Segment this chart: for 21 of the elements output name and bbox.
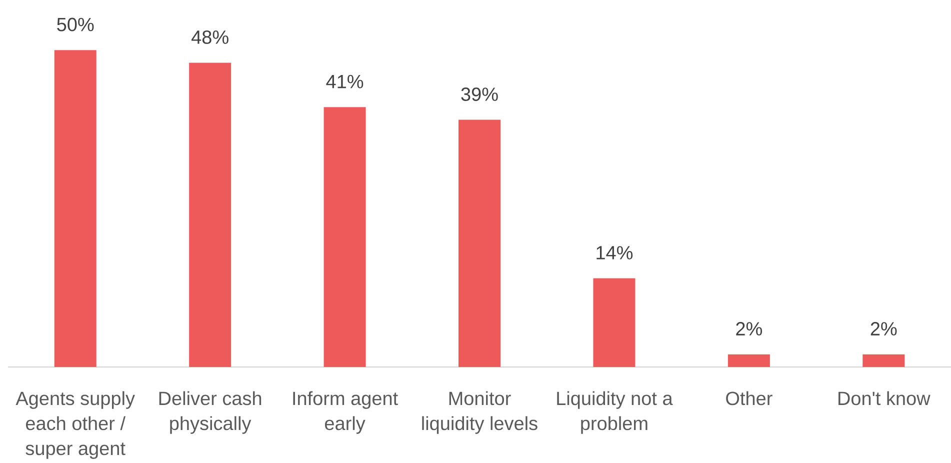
bar [54, 50, 96, 367]
bar [862, 354, 905, 367]
bar [189, 62, 232, 367]
data-label: 48% [191, 30, 228, 44]
data-label: 2% [870, 322, 897, 336]
x-tick-label: Monitor liquidity levels [422, 391, 538, 434]
bar [324, 107, 366, 367]
data-label: 14% [596, 246, 633, 260]
x-tick-label: Don't know [838, 391, 930, 406]
x-tick-label: Liquidity not a problem [557, 391, 673, 434]
data-label: 39% [461, 88, 498, 101]
x-tick-label: Inform agent early [293, 391, 398, 434]
x-tick-label: Agents supply each other / super agent [16, 391, 135, 459]
bar [458, 120, 501, 367]
x-tick-label: Other [726, 391, 772, 406]
x-tick-label: Deliver cash physically [159, 391, 262, 434]
data-label: 2% [736, 322, 762, 336]
bar [593, 278, 636, 367]
data-label: 41% [326, 74, 364, 88]
bar [728, 354, 770, 367]
data-label: 50% [57, 18, 94, 32]
